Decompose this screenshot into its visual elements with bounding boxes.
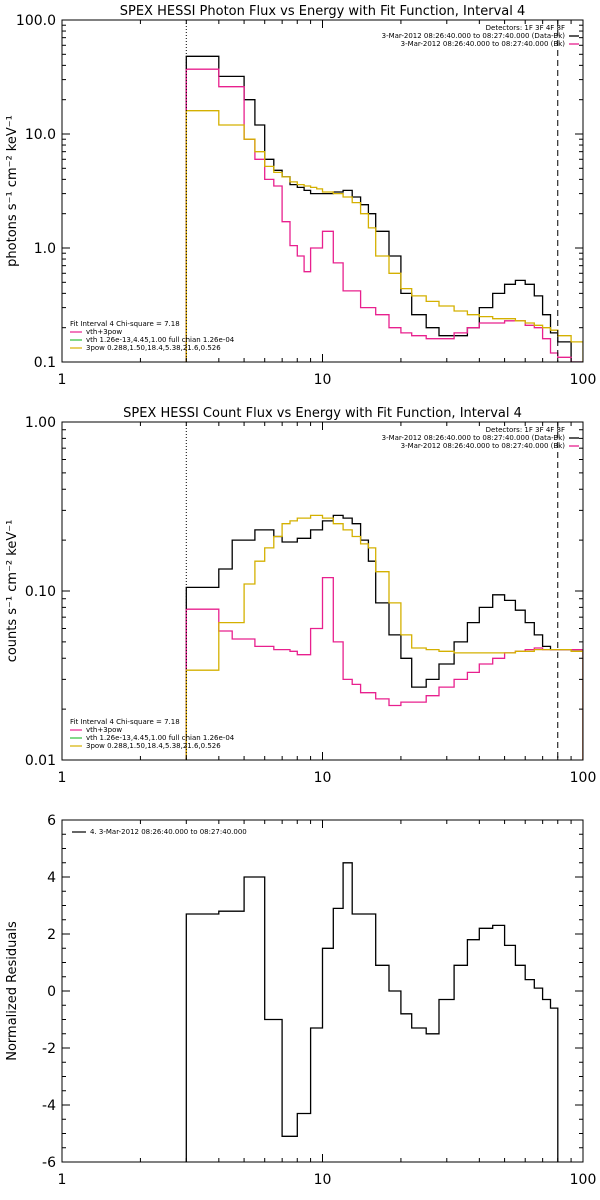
x-tick-label: 10	[314, 372, 332, 388]
series-line-1	[185, 862, 559, 1162]
y-axis-label: Normalized Residuals	[5, 921, 20, 1061]
chart-title: SPEX HESSI Photon Flux vs Energy with Fi…	[120, 4, 526, 19]
y-tick-label: 6	[47, 813, 56, 829]
legend-left-text: 3pow 0.288,1.50,18.4,5.38,21.6,0.526	[86, 344, 221, 352]
y-tick-label: -6	[42, 1155, 56, 1171]
x-tick-label: 1	[58, 372, 67, 388]
x-tick-label: 100	[570, 372, 597, 388]
x-tick-label: 10	[314, 1172, 332, 1188]
y-tick-label: 0.01	[25, 753, 56, 769]
legend-right-text: 3-Mar-2012 08:26:40.000 to 08:27:40.000 …	[382, 32, 566, 40]
legend-right-text: Detectors: 1F 3F 4F 8F	[486, 24, 565, 32]
y-tick-label: 10.0	[25, 127, 56, 143]
series-line-3	[185, 514, 583, 760]
x-tick-label: 1	[58, 1172, 67, 1188]
series-line-2	[185, 576, 583, 760]
y-tick-label: 100.0	[16, 13, 56, 29]
legend-left-text: Fit Interval 4 Chi-square = 7.18	[70, 320, 180, 328]
series-line-1	[185, 514, 583, 760]
x-tick-label: 100	[570, 1172, 597, 1188]
x-tick-label: 1	[58, 770, 67, 786]
y-tick-label: 1.00	[25, 415, 56, 431]
legend-left-text: Fit Interval 4 Chi-square = 7.18	[70, 718, 180, 726]
y-axis-label: counts s⁻¹ cm⁻² keV⁻¹	[5, 520, 20, 663]
y-tick-label: -2	[42, 1041, 56, 1057]
y-tick-label: 0	[47, 984, 56, 1000]
legend-left-text: 3pow 0.288,1.50,18.4,5.38,21.6,0.526	[86, 742, 221, 750]
chart-panel-1: SPEX HESSI Photon Flux vs Energy with Fi…	[5, 4, 596, 388]
y-axis-label: photons s⁻¹ cm⁻² keV⁻¹	[5, 115, 20, 267]
y-tick-label: 1.0	[34, 241, 56, 257]
series-line-2	[185, 68, 583, 362]
y-tick-label: 0.10	[25, 584, 56, 600]
chart-panel-3: 1 10 100 -6 -4 -2 0 2 4 6 Normalized Residuals 4. 3…	[5, 813, 596, 1188]
chart-panel-2: SPEX HESSI Count Flux vs Energy with Fit…	[5, 406, 596, 786]
legend-left-text: vth 1.26e-13,4.45,1.00 full chian 1.26e-…	[86, 734, 235, 742]
legend-left-text: vth 1.26e-13,4.45,1.00 full chian 1.26e-…	[86, 336, 235, 344]
x-tick-label: 100	[570, 770, 597, 786]
chart-title: SPEX HESSI Count Flux vs Energy with Fit…	[123, 406, 522, 421]
legend-left-text: vth+3pow	[86, 328, 122, 336]
legend-left-text: 4. 3-Mar-2012 08:26:40.000 to 08:27:40.0…	[90, 828, 247, 836]
x-tick-label: 10	[314, 770, 332, 786]
y-tick-label: 0.1	[34, 355, 56, 371]
legend-right-text: 3-Mar-2012 08:26:40.000 to 08:27:40.000 …	[382, 434, 566, 442]
y-tick-label: 4	[47, 870, 56, 886]
legend-right-text: Detectors: 1F 3F 4F 8F	[486, 426, 565, 434]
legend-left-text: vth+3pow	[86, 726, 122, 734]
legend-right-text: 3-Mar-2012 08:26:40.000 to 08:27:40.000 …	[401, 40, 566, 48]
y-tick-label: -4	[42, 1098, 56, 1114]
series-line-3	[185, 110, 583, 362]
y-tick-label: 2	[47, 927, 56, 943]
legend-right-text: 3-Mar-2012 08:26:40.000 to 08:27:40.000 …	[401, 442, 566, 450]
series-line-1	[185, 55, 583, 362]
